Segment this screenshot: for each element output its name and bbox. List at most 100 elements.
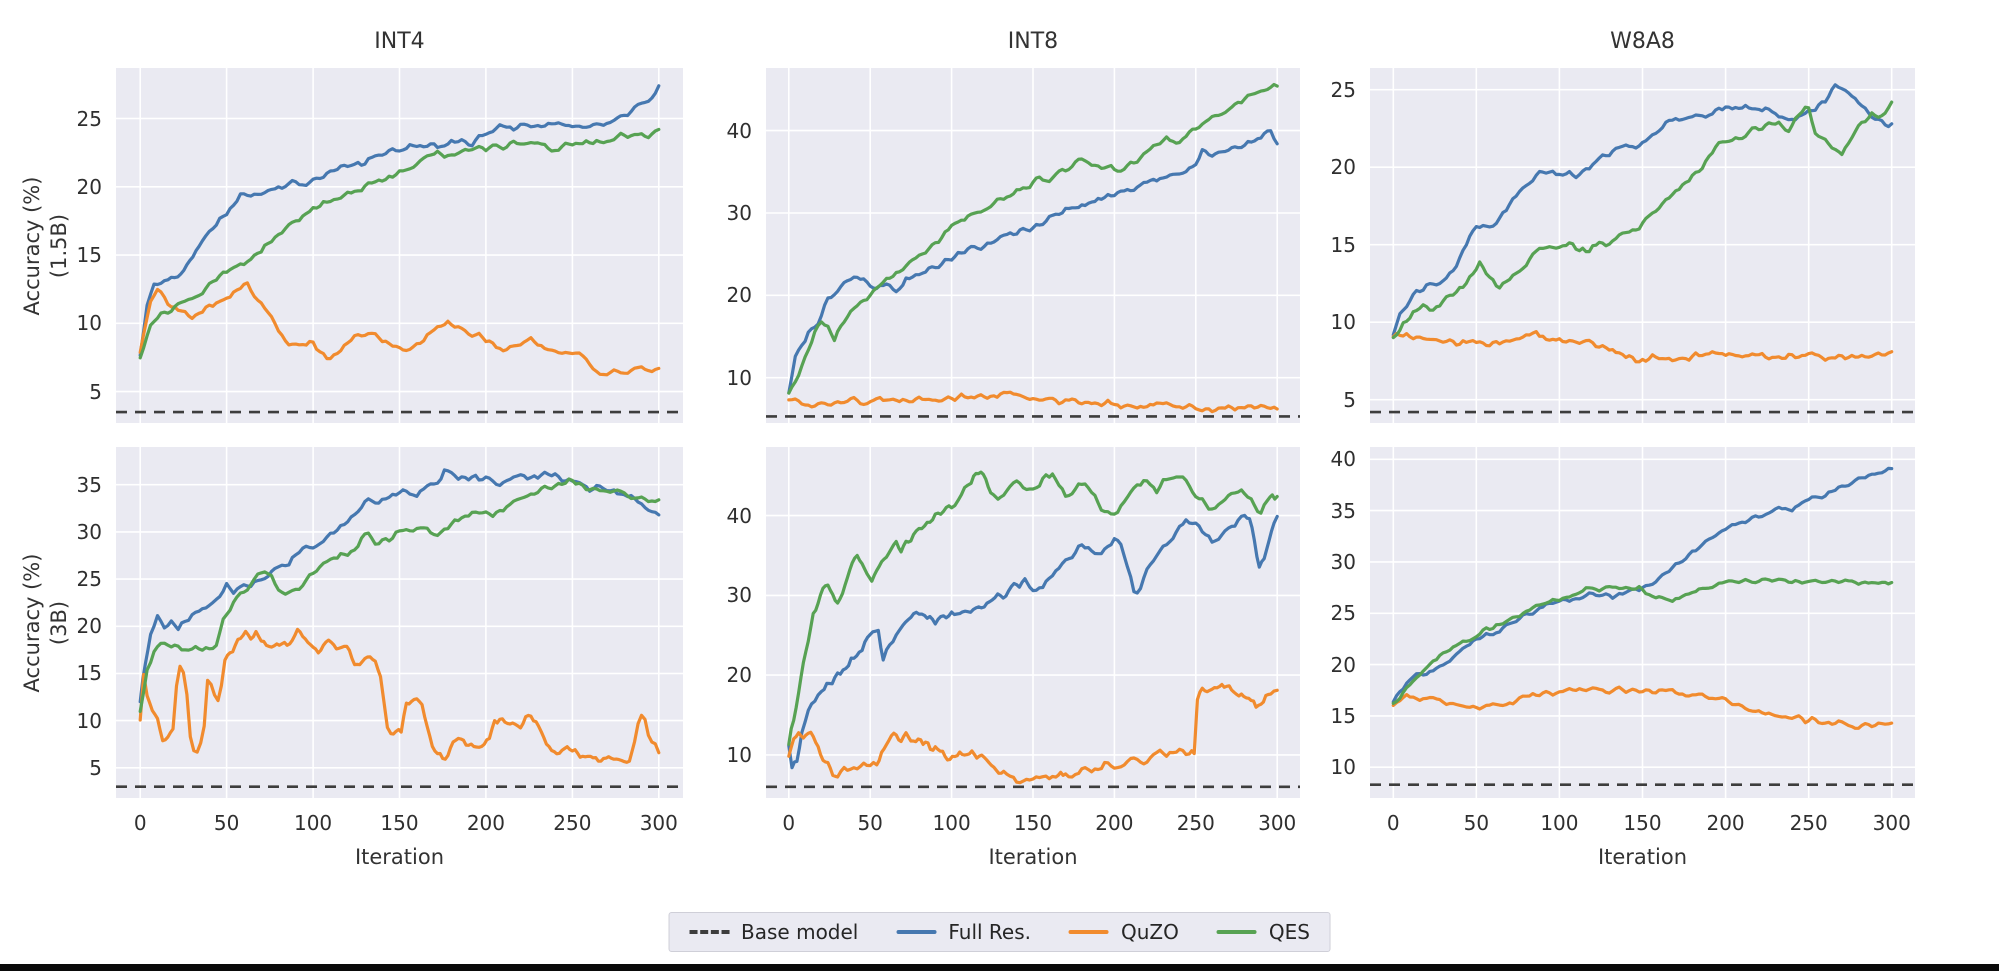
x-tick-label: 150 bbox=[380, 811, 419, 835]
axes-int4-15b bbox=[116, 68, 683, 423]
y-tick-label: 30 bbox=[76, 519, 102, 544]
series-line-qes bbox=[1391, 100, 1894, 340]
y-tick-label: 20 bbox=[76, 174, 102, 199]
y-tick-label: 30 bbox=[726, 583, 752, 608]
plot-canvas-int8-3b bbox=[766, 447, 1300, 798]
plot-canvas-int4-3b bbox=[116, 447, 683, 798]
y-tick-label: 25 bbox=[76, 567, 102, 592]
x-tick-label: 250 bbox=[1176, 811, 1215, 835]
subplot-title-int4-15b: INT4 bbox=[374, 29, 425, 54]
x-tick-label: 100 bbox=[932, 811, 971, 835]
x-tick-label: 50 bbox=[1463, 811, 1490, 835]
plot-canvas-w8a8-15b bbox=[1370, 68, 1915, 423]
y-tick-label: 10 bbox=[1330, 310, 1356, 335]
y-tick-label: 40 bbox=[726, 118, 752, 143]
axes-w8a8-3b bbox=[1370, 447, 1915, 798]
x-tick-label: 250 bbox=[1789, 811, 1828, 835]
y-axis-label-line: Accuracy (%) bbox=[20, 553, 44, 692]
x-tick-label: 50 bbox=[857, 811, 883, 835]
y-axis-label-line: (3B) bbox=[47, 600, 71, 645]
x-axis-label: Iteration bbox=[988, 845, 1078, 869]
y-tick-label: 20 bbox=[1330, 155, 1356, 180]
bottom-divider-bar bbox=[0, 964, 1999, 971]
y-tick-label: 30 bbox=[1330, 549, 1356, 574]
y-tick-label: 15 bbox=[1330, 703, 1356, 728]
x-tick-label: 150 bbox=[1013, 811, 1053, 835]
y-tick-label: 15 bbox=[1330, 232, 1356, 257]
x-tick-label: 300 bbox=[1872, 811, 1911, 835]
series-line-quzo bbox=[787, 390, 1279, 414]
y-tick-label: 10 bbox=[76, 708, 102, 733]
y-tick-label: 5 bbox=[1343, 387, 1356, 412]
y-tick-label: 20 bbox=[726, 663, 752, 688]
x-tick-label: 50 bbox=[213, 811, 240, 835]
legend: Base model Full Res. QuZO QES bbox=[668, 912, 1331, 952]
base-model-dashed-line-icon bbox=[689, 930, 730, 934]
plot-canvas-int4-15b bbox=[116, 68, 683, 423]
x-tick-label: 100 bbox=[1540, 811, 1579, 835]
x-tick-label: 0 bbox=[782, 811, 796, 835]
y-tick-label: 20 bbox=[726, 283, 752, 308]
x-tick-label: 0 bbox=[1386, 811, 1400, 835]
x-axis-label: Iteration bbox=[354, 845, 445, 869]
subplot-title-int8-15b: INT8 bbox=[1007, 29, 1059, 54]
y-tick-label: 40 bbox=[1330, 447, 1356, 472]
full-res-line-icon bbox=[896, 930, 937, 934]
x-tick-label: 300 bbox=[639, 811, 678, 835]
y-tick-label: 20 bbox=[76, 614, 102, 639]
axes-int8-15b bbox=[766, 68, 1300, 423]
y-tick-label: 5 bbox=[89, 379, 102, 404]
y-tick-label: 25 bbox=[1330, 601, 1356, 626]
quzo-line-icon bbox=[1069, 930, 1110, 934]
y-tick-label: 10 bbox=[76, 311, 102, 336]
legend-label: Full Res. bbox=[948, 920, 1032, 944]
x-tick-label: 200 bbox=[1095, 811, 1134, 835]
series-line-full-res bbox=[787, 513, 1279, 770]
x-tick-label: 100 bbox=[293, 811, 333, 835]
subplot-title-w8a8-15b: W8A8 bbox=[1610, 29, 1675, 54]
y-tick-label: 25 bbox=[1330, 77, 1356, 102]
series-line-qes bbox=[787, 470, 1279, 746]
legend-item-quzo: QuZO bbox=[1069, 920, 1179, 944]
y-tick-label: 15 bbox=[76, 243, 102, 268]
series-line-quzo bbox=[138, 281, 661, 377]
y-tick-label: 35 bbox=[76, 472, 102, 497]
y-tick-label: 10 bbox=[726, 742, 752, 767]
legend-item-full-res: Full Res. bbox=[896, 920, 1031, 944]
y-tick-label: 5 bbox=[89, 755, 102, 780]
plot-canvas-w8a8-3b bbox=[1370, 447, 1915, 798]
series-line-quzo bbox=[1391, 685, 1894, 730]
y-tick-label: 10 bbox=[1330, 755, 1356, 780]
legend-label: QuZO bbox=[1121, 920, 1179, 944]
y-tick-label: 40 bbox=[726, 503, 752, 528]
legend-label: QES bbox=[1268, 920, 1310, 944]
plot-canvas-int8-15b bbox=[766, 68, 1300, 423]
series-line-quzo bbox=[138, 627, 661, 764]
series-line-full-res bbox=[787, 129, 1279, 395]
x-tick-label: 200 bbox=[466, 811, 506, 835]
axes-int8-3b bbox=[766, 447, 1300, 798]
legend-item-base-model: Base model bbox=[689, 920, 858, 944]
series-line-full-res bbox=[138, 84, 661, 357]
x-tick-label: 0 bbox=[133, 811, 147, 835]
y-tick-label: 10 bbox=[726, 365, 752, 390]
axes-int4-3b bbox=[116, 447, 683, 798]
y-tick-label: 20 bbox=[1330, 652, 1356, 677]
y-tick-label: 15 bbox=[76, 661, 102, 686]
axes-w8a8-15b bbox=[1370, 68, 1915, 423]
x-tick-label: 300 bbox=[1258, 811, 1297, 835]
x-tick-label: 250 bbox=[553, 811, 592, 835]
series-line-qes bbox=[1391, 577, 1894, 705]
y-axis-label-row2: Accuracy (%) (3B) bbox=[19, 553, 73, 692]
series-line-quzo bbox=[787, 682, 1279, 785]
series-line-qes bbox=[138, 477, 661, 713]
series-line-qes bbox=[138, 127, 661, 360]
y-tick-label: 35 bbox=[1330, 498, 1356, 523]
x-tick-label: 150 bbox=[1623, 811, 1662, 835]
y-tick-label: 25 bbox=[76, 106, 102, 131]
y-axis-label-row1: Accuracy (%) (1.5B) bbox=[19, 176, 73, 315]
series-line-qes bbox=[787, 82, 1279, 395]
y-axis-label-line: (1.5B) bbox=[47, 213, 71, 278]
x-tick-label: 200 bbox=[1706, 811, 1745, 835]
